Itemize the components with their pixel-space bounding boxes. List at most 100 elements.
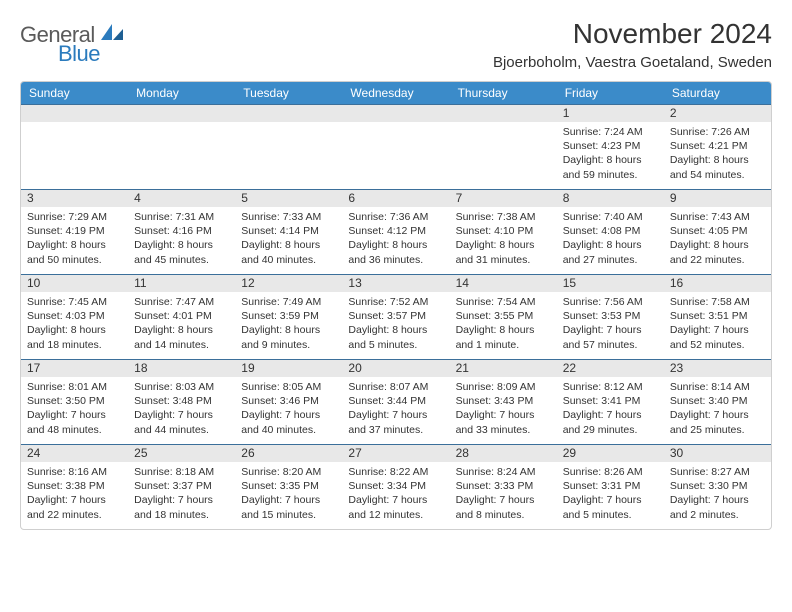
- daylight-text: Daylight: 7 hours and 52 minutes.: [670, 323, 765, 351]
- sunset-text: Sunset: 3:37 PM: [134, 479, 229, 493]
- day-cell: 3Sunrise: 7:29 AMSunset: 4:19 PMDaylight…: [21, 190, 128, 274]
- sunset-text: Sunset: 3:48 PM: [134, 394, 229, 408]
- day-number: 19: [235, 360, 342, 377]
- sunrise-text: Sunrise: 8:24 AM: [456, 465, 551, 479]
- day-number: 30: [664, 445, 771, 462]
- sunrise-text: Sunrise: 8:07 AM: [348, 380, 443, 394]
- daylight-text: Daylight: 8 hours and 45 minutes.: [134, 238, 229, 266]
- day-body: [342, 122, 449, 129]
- sunrise-text: Sunrise: 8:18 AM: [134, 465, 229, 479]
- sunset-text: Sunset: 3:30 PM: [670, 479, 765, 493]
- day-number: 3: [21, 190, 128, 207]
- day-cell: 5Sunrise: 7:33 AMSunset: 4:14 PMDaylight…: [235, 190, 342, 274]
- week-row: 1Sunrise: 7:24 AMSunset: 4:23 PMDaylight…: [21, 104, 771, 189]
- sunrise-text: Sunrise: 7:24 AM: [563, 125, 658, 139]
- sunset-text: Sunset: 3:43 PM: [456, 394, 551, 408]
- month-title: November 2024: [493, 18, 772, 50]
- day-number: 15: [557, 275, 664, 292]
- day-body: Sunrise: 7:29 AMSunset: 4:19 PMDaylight:…: [21, 207, 128, 271]
- day-body: Sunrise: 8:22 AMSunset: 3:34 PMDaylight:…: [342, 462, 449, 526]
- day-number: 25: [128, 445, 235, 462]
- day-body: Sunrise: 8:12 AMSunset: 3:41 PMDaylight:…: [557, 377, 664, 441]
- day-body: Sunrise: 8:26 AMSunset: 3:31 PMDaylight:…: [557, 462, 664, 526]
- daylight-text: Daylight: 7 hours and 33 minutes.: [456, 408, 551, 436]
- day-cell: 8Sunrise: 7:40 AMSunset: 4:08 PMDaylight…: [557, 190, 664, 274]
- day-number: 2: [664, 105, 771, 122]
- sunset-text: Sunset: 4:14 PM: [241, 224, 336, 238]
- day-cell: 16Sunrise: 7:58 AMSunset: 3:51 PMDayligh…: [664, 275, 771, 359]
- dow-monday: Monday: [128, 82, 235, 104]
- sunset-text: Sunset: 3:31 PM: [563, 479, 658, 493]
- day-number: [128, 105, 235, 122]
- dow-tuesday: Tuesday: [235, 82, 342, 104]
- daylight-text: Daylight: 8 hours and 14 minutes.: [134, 323, 229, 351]
- daylight-text: Daylight: 8 hours and 22 minutes.: [670, 238, 765, 266]
- header-row: General Blue November 2024 Bjoerboholm, …: [20, 18, 772, 71]
- day-number: 28: [450, 445, 557, 462]
- sunrise-text: Sunrise: 8:12 AM: [563, 380, 658, 394]
- day-number: 10: [21, 275, 128, 292]
- sunrise-text: Sunrise: 8:20 AM: [241, 465, 336, 479]
- sunrise-text: Sunrise: 8:14 AM: [670, 380, 765, 394]
- day-cell: 15Sunrise: 7:56 AMSunset: 3:53 PMDayligh…: [557, 275, 664, 359]
- day-body: Sunrise: 7:43 AMSunset: 4:05 PMDaylight:…: [664, 207, 771, 271]
- sunset-text: Sunset: 3:57 PM: [348, 309, 443, 323]
- day-number: 12: [235, 275, 342, 292]
- sunrise-text: Sunrise: 8:01 AM: [27, 380, 122, 394]
- day-cell: 13 Sunrise: 7:52 AMSunset: 3:57 PMDayligh…: [342, 275, 449, 359]
- daylight-text: Daylight: 8 hours and 9 minutes.: [241, 323, 336, 351]
- day-cell: 19Sunrise: 8:05 AMSunset: 3:46 PMDayligh…: [235, 360, 342, 444]
- calendar-grid: Sunday Monday Tuesday Wednesday Thursday…: [20, 81, 772, 530]
- daylight-text: Daylight: 8 hours and 54 minutes.: [670, 153, 765, 181]
- daylight-text: Daylight: 7 hours and 29 minutes.: [563, 408, 658, 436]
- brand-text: General Blue: [20, 24, 123, 65]
- daylight-text: Daylight: 7 hours and 40 minutes.: [241, 408, 336, 436]
- day-number: 13: [342, 275, 449, 292]
- daylight-text: Daylight: 8 hours and 5 minutes.: [348, 323, 443, 351]
- day-number: 22: [557, 360, 664, 377]
- day-cell: 23Sunrise: 8:14 AMSunset: 3:40 PMDayligh…: [664, 360, 771, 444]
- dow-row: Sunday Monday Tuesday Wednesday Thursday…: [21, 82, 771, 104]
- day-body: Sunrise: 8:24 AMSunset: 3:33 PMDaylight:…: [450, 462, 557, 526]
- sunset-text: Sunset: 3:55 PM: [456, 309, 551, 323]
- sunset-text: Sunset: 3:38 PM: [27, 479, 122, 493]
- day-cell: 11Sunrise: 7:47 AMSunset: 4:01 PMDayligh…: [128, 275, 235, 359]
- day-number: 29: [557, 445, 664, 462]
- day-body: Sunrise: 8:05 AMSunset: 3:46 PMDaylight:…: [235, 377, 342, 441]
- sunrise-text: Sunrise: 8:03 AM: [134, 380, 229, 394]
- day-cell: 7Sunrise: 7:38 AMSunset: 4:10 PMDaylight…: [450, 190, 557, 274]
- day-body: Sunrise: 8:20 AMSunset: 3:35 PMDaylight:…: [235, 462, 342, 526]
- sunrise-text: Sunrise: 7:52 AM: [348, 295, 443, 309]
- day-number: 20: [342, 360, 449, 377]
- sunset-text: Sunset: 3:44 PM: [348, 394, 443, 408]
- daylight-text: Daylight: 7 hours and 8 minutes.: [456, 493, 551, 521]
- day-cell: [342, 105, 449, 189]
- sunset-text: Sunset: 4:01 PM: [134, 309, 229, 323]
- sunrise-text: Sunrise: 8:27 AM: [670, 465, 765, 479]
- weeks-container: 1Sunrise: 7:24 AMSunset: 4:23 PMDaylight…: [21, 104, 771, 529]
- sunset-text: Sunset: 3:59 PM: [241, 309, 336, 323]
- day-number: 7: [450, 190, 557, 207]
- day-number: 11: [128, 275, 235, 292]
- day-number: 1: [557, 105, 664, 122]
- day-number: 24: [21, 445, 128, 462]
- day-body: Sunrise: 7:45 AMSunset: 4:03 PMDaylight:…: [21, 292, 128, 356]
- day-number: [235, 105, 342, 122]
- day-body: Sunrise: 8:03 AMSunset: 3:48 PMDaylight:…: [128, 377, 235, 441]
- sunrise-text: Sunrise: 7:26 AM: [670, 125, 765, 139]
- day-cell: 22Sunrise: 8:12 AMSunset: 3:41 PMDayligh…: [557, 360, 664, 444]
- sunset-text: Sunset: 3:46 PM: [241, 394, 336, 408]
- day-cell: 27Sunrise: 8:22 AMSunset: 3:34 PMDayligh…: [342, 445, 449, 529]
- day-number: 9: [664, 190, 771, 207]
- day-body: Sunrise: 8:07 AMSunset: 3:44 PMDaylight:…: [342, 377, 449, 441]
- day-number: 26: [235, 445, 342, 462]
- sunrise-text: Sunrise: 7:58 AM: [670, 295, 765, 309]
- dow-friday: Friday: [557, 82, 664, 104]
- day-cell: 10Sunrise: 7:45 AMSunset: 4:03 PMDayligh…: [21, 275, 128, 359]
- sunrise-text: Sunrise: 8:26 AM: [563, 465, 658, 479]
- day-cell: 4Sunrise: 7:31 AMSunset: 4:16 PMDaylight…: [128, 190, 235, 274]
- sunrise-text: Sunrise: 7:40 AM: [563, 210, 658, 224]
- daylight-text: Daylight: 8 hours and 31 minutes.: [456, 238, 551, 266]
- day-cell: [235, 105, 342, 189]
- daylight-text: Daylight: 7 hours and 2 minutes.: [670, 493, 765, 521]
